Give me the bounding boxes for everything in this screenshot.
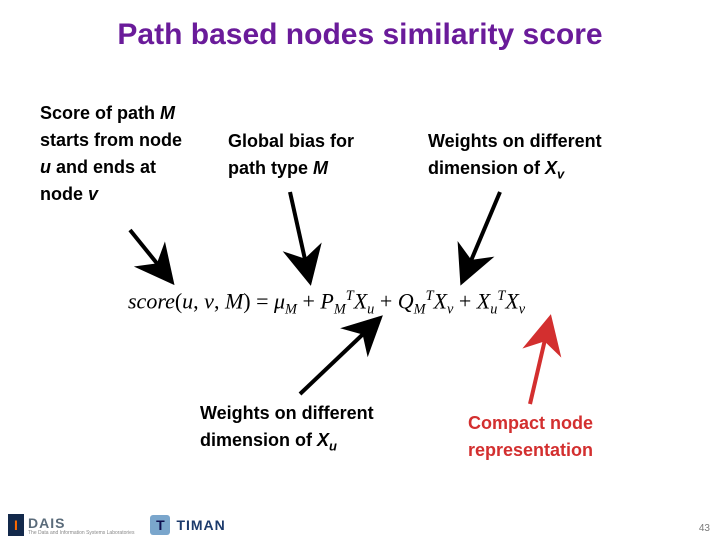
timan-logo-icon: T: [150, 515, 170, 535]
annotation-arrows: [0, 0, 720, 540]
illinois-logo-icon: I: [8, 514, 24, 536]
label-compact-node: Compact noderepresentation: [468, 410, 593, 464]
footer-logos: I DAIS The Data and Information Systems …: [8, 514, 226, 536]
page-number: 43: [699, 523, 710, 534]
timan-logo: TIMAN: [176, 517, 225, 533]
slide-title: Path based nodes similarity score: [0, 18, 720, 52]
score-formula: score(u, v, M) = μM + PMTXu + QMTXv + Xu…: [128, 288, 525, 319]
label-weights-xv: Weights on differentdimension of Xv: [428, 128, 602, 184]
label-weights-xu: Weights on differentdimension of Xu: [200, 400, 374, 456]
slide: Path based nodes similarity score Score …: [0, 0, 720, 540]
dais-logo: DAIS The Data and Information Systems La…: [28, 515, 134, 536]
label-global-bias: Global bias forpath type M: [228, 128, 354, 182]
label-score-path: Score of path Mstarts from nodeu and end…: [40, 100, 182, 208]
